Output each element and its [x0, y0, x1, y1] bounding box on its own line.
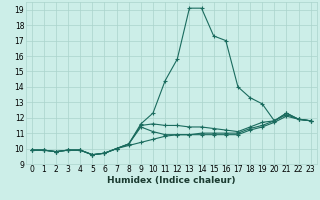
X-axis label: Humidex (Indice chaleur): Humidex (Indice chaleur): [107, 176, 236, 185]
